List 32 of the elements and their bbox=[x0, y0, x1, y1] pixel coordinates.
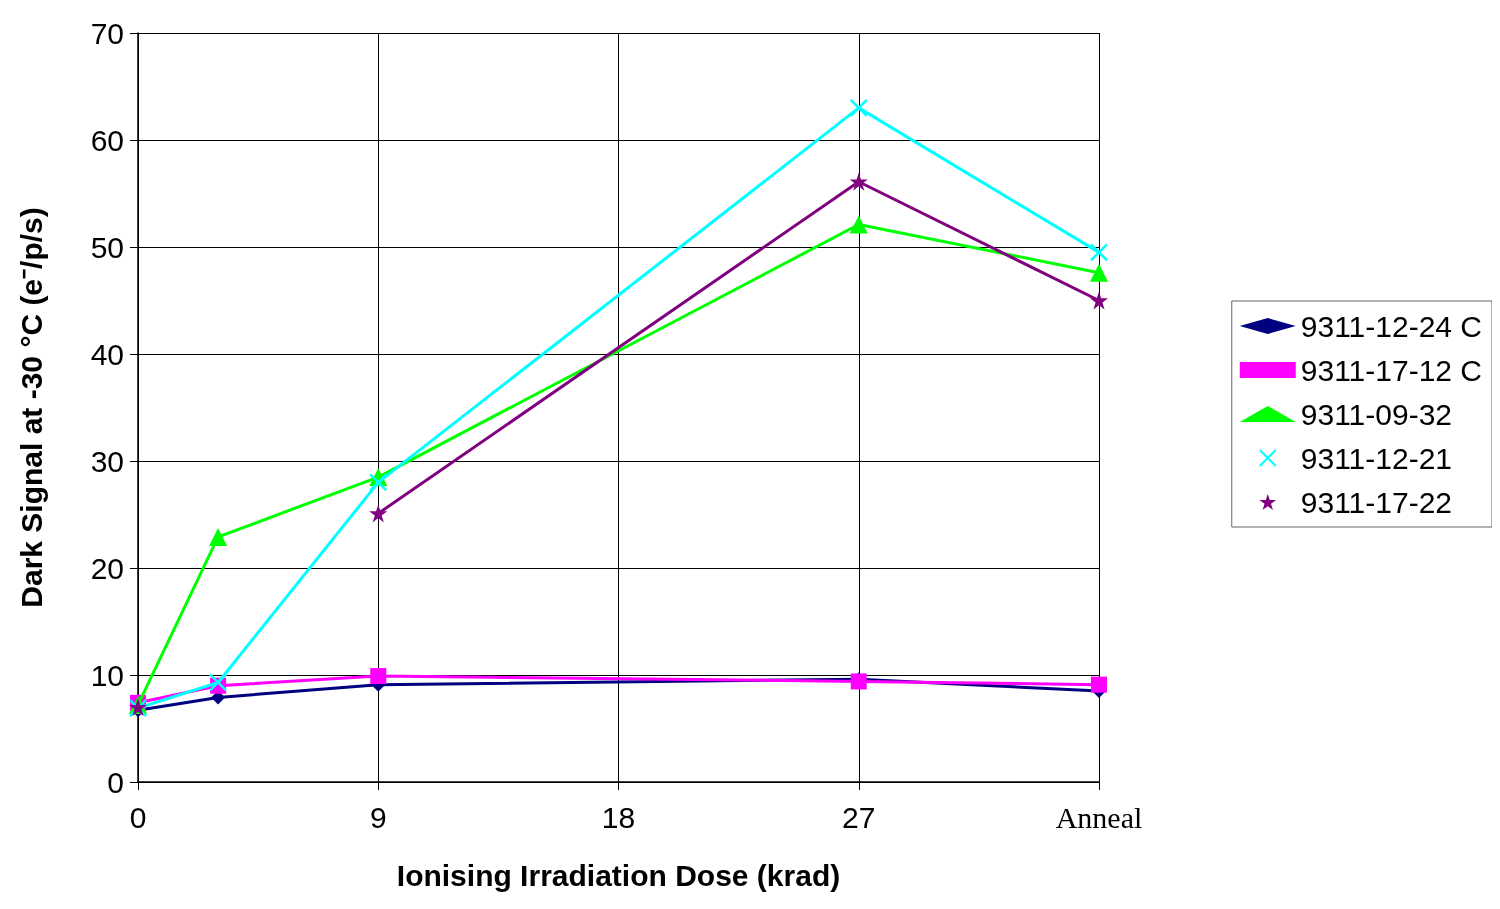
y-tick-label: 10 bbox=[90, 658, 124, 692]
legend-label: 9311-12-21 bbox=[1300, 441, 1452, 475]
x-tick-label: 0 bbox=[129, 800, 147, 834]
y-tick-label: 20 bbox=[90, 551, 124, 585]
legend-label: 9311-17-22 bbox=[1300, 485, 1452, 519]
y-tick-label: 0 bbox=[107, 765, 124, 799]
point bbox=[849, 172, 868, 191]
point bbox=[209, 527, 228, 546]
y-tick-label: 30 bbox=[90, 444, 124, 478]
point bbox=[1091, 676, 1107, 693]
x-tick-label: 27 bbox=[842, 800, 876, 834]
legend-label: 9311-09-32 bbox=[1300, 397, 1452, 431]
point bbox=[849, 98, 868, 118]
point bbox=[208, 673, 228, 692]
legend-label: 9311-12-24 C bbox=[1300, 309, 1482, 343]
x-tick-label: 9 bbox=[369, 800, 387, 834]
y-tick-label: 50 bbox=[90, 230, 124, 264]
point bbox=[1090, 291, 1108, 310]
x-axis-title: Ionising Irradiation Dose (krad) bbox=[396, 858, 841, 892]
point bbox=[369, 473, 388, 492]
point bbox=[1089, 243, 1109, 262]
point bbox=[370, 668, 387, 685]
x-tick-label: Anneal bbox=[1055, 800, 1143, 834]
y-tick-label: 40 bbox=[90, 337, 124, 371]
y-axis-title: Dark Signal at -30 °C (e⁻/p/s) bbox=[14, 207, 48, 608]
point bbox=[1090, 263, 1108, 282]
legend-label: 9311-17-12 C bbox=[1300, 353, 1482, 387]
point bbox=[849, 215, 868, 234]
x-tick-label: 18 bbox=[601, 800, 636, 834]
y-tick-label: 70 bbox=[90, 16, 124, 50]
y-tick-label: 60 bbox=[90, 123, 124, 157]
point bbox=[369, 504, 388, 523]
